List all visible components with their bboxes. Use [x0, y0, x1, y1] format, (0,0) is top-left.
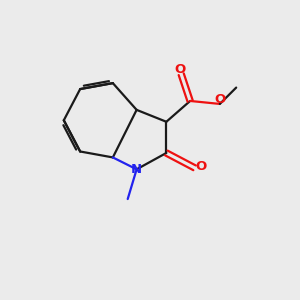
Text: O: O — [215, 93, 226, 106]
Text: O: O — [174, 63, 185, 76]
Text: N: N — [131, 163, 142, 176]
Text: O: O — [195, 160, 206, 173]
